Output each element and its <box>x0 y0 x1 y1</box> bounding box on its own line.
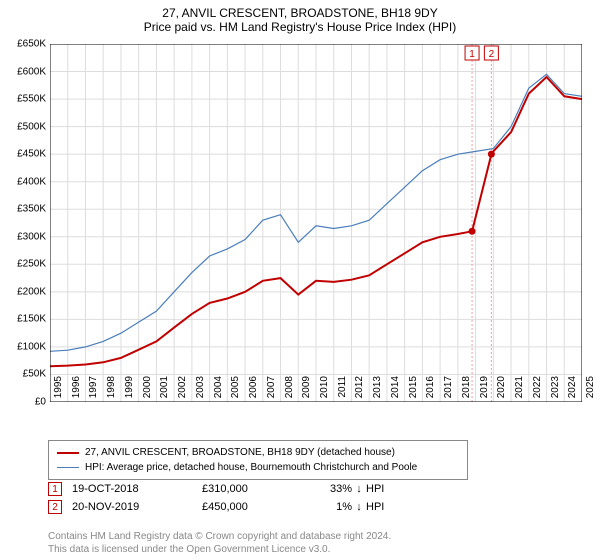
x-axis-label: 2010 <box>319 376 330 406</box>
legend-label-hpi: HPI: Average price, detached house, Bour… <box>85 460 417 475</box>
chart-subtitle: Price paid vs. HM Land Registry's House … <box>0 20 600 38</box>
chart-plot-area: 12 £0£50K£100K£150K£200K£250K£300K£350K£… <box>50 44 582 402</box>
x-axis-label: 2017 <box>443 376 454 406</box>
sale-date: 20-NOV-2019 <box>72 501 202 513</box>
chart-svg: 12 <box>50 44 582 402</box>
x-axis-label: 2019 <box>479 376 490 406</box>
y-axis-label: £600K <box>17 66 46 77</box>
y-axis-label: £50K <box>23 369 46 380</box>
sale-date: 19-OCT-2018 <box>72 483 202 495</box>
y-axis-label: £450K <box>17 149 46 160</box>
footer-attribution: Contains HM Land Registry data © Crown c… <box>48 530 391 556</box>
y-axis-label: £0 <box>35 397 46 408</box>
legend-swatch-property <box>57 452 79 454</box>
x-axis-label: 2005 <box>230 376 241 406</box>
sale-price: £450,000 <box>202 501 312 513</box>
x-axis-label: 2000 <box>142 376 153 406</box>
sale-vs: HPI <box>366 483 384 495</box>
y-axis-label: £400K <box>17 176 46 187</box>
x-axis-label: 1997 <box>88 376 99 406</box>
x-axis-label: 2022 <box>532 376 543 406</box>
x-axis-label: 2024 <box>567 376 578 406</box>
sale-marker-icon: 1 <box>48 482 62 496</box>
y-axis-label: £200K <box>17 286 46 297</box>
x-axis-label: 2011 <box>337 376 348 406</box>
y-axis-label: £300K <box>17 231 46 242</box>
x-axis-label: 2020 <box>496 376 507 406</box>
svg-text:2: 2 <box>489 49 495 60</box>
x-axis-label: 2003 <box>195 376 206 406</box>
chart-title: 27, ANVIL CRESCENT, BROADSTONE, BH18 9DY <box>0 0 600 20</box>
svg-text:1: 1 <box>469 49 475 60</box>
y-axis-label: £350K <box>17 204 46 215</box>
sale-marker-icon: 2 <box>48 500 62 514</box>
x-axis-label: 2023 <box>550 376 561 406</box>
sale-pct: 1% <box>312 501 352 513</box>
x-axis-label: 2009 <box>301 376 312 406</box>
sale-arrow-icon: ↓ <box>352 483 366 495</box>
y-axis-label: £550K <box>17 94 46 105</box>
x-axis-label: 2002 <box>177 376 188 406</box>
x-axis-label: 2013 <box>372 376 383 406</box>
x-axis-label: 2004 <box>213 376 224 406</box>
x-axis-label: 2007 <box>266 376 277 406</box>
chart-container: 27, ANVIL CRESCENT, BROADSTONE, BH18 9DY… <box>0 0 600 560</box>
x-axis-label: 1996 <box>71 376 82 406</box>
x-axis-label: 2006 <box>248 376 259 406</box>
y-axis-label: £650K <box>17 39 46 50</box>
x-axis-label: 2008 <box>284 376 295 406</box>
x-axis-label: 1998 <box>106 376 117 406</box>
x-axis-label: 2021 <box>514 376 525 406</box>
y-axis-label: £500K <box>17 121 46 132</box>
sale-row: 2 20-NOV-2019£450,0001%↓HPI <box>48 500 384 514</box>
x-axis-label: 2014 <box>390 376 401 406</box>
x-axis-label: 2001 <box>159 376 170 406</box>
y-axis-label: £150K <box>17 314 46 325</box>
sale-pct: 33% <box>312 483 352 495</box>
legend-swatch-hpi <box>57 467 79 468</box>
x-axis-label: 2015 <box>408 376 419 406</box>
x-axis-label: 1995 <box>53 376 64 406</box>
footer-line-2: This data is licensed under the Open Gov… <box>48 543 391 556</box>
legend-item-hpi: HPI: Average price, detached house, Bour… <box>57 460 459 475</box>
sale-vs: HPI <box>366 501 384 513</box>
x-axis-label: 2025 <box>585 376 596 406</box>
sales-table: 1 19-OCT-2018£310,00033%↓HPI 2 20-NOV-2019£… <box>48 482 384 518</box>
sale-price: £310,000 <box>202 483 312 495</box>
x-axis-label: 2012 <box>354 376 365 406</box>
x-axis-label: 1999 <box>124 376 135 406</box>
legend-item-property: 27, ANVIL CRESCENT, BROADSTONE, BH18 9DY… <box>57 445 459 460</box>
sale-row: 1 19-OCT-2018£310,00033%↓HPI <box>48 482 384 496</box>
y-axis-label: £250K <box>17 259 46 270</box>
x-axis-label: 2016 <box>425 376 436 406</box>
x-axis-label: 2018 <box>461 376 472 406</box>
sale-arrow-icon: ↓ <box>352 501 366 513</box>
footer-line-1: Contains HM Land Registry data © Crown c… <box>48 530 391 543</box>
legend-label-property: 27, ANVIL CRESCENT, BROADSTONE, BH18 9DY… <box>85 445 395 460</box>
legend: 27, ANVIL CRESCENT, BROADSTONE, BH18 9DY… <box>48 440 468 480</box>
y-axis-label: £100K <box>17 341 46 352</box>
